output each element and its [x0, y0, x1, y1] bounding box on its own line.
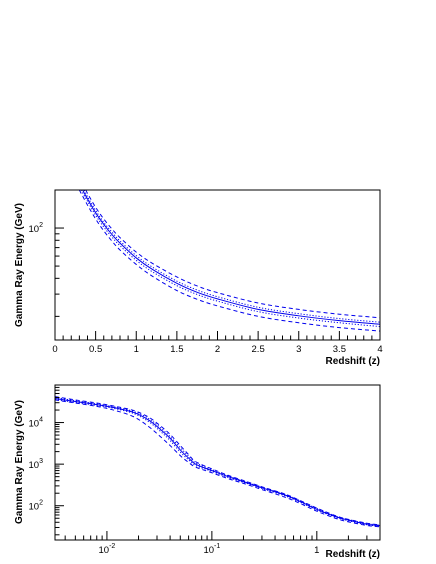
bottom-plot-panel: 10-2 10-1 1 102 103 104 Redshift (z) Gamma Ra…: [14, 384, 381, 560]
series-line-solid: [55, 397, 380, 527]
x-tick-label: 3: [296, 344, 301, 355]
series-line-dotted: [55, 398, 380, 527]
series-line-dashed: [55, 396, 380, 526]
series-line-dotted: [55, 397, 380, 526]
top-axis-ticks: 0 0.5 1 1.5 2 2.5 3 3.5 4 102: [29, 189, 383, 355]
x-tick-label: 10-1: [203, 543, 220, 556]
top-y-axis-title: Gamma Ray Energy (GeV): [14, 203, 25, 327]
x-tick-label: 1: [134, 344, 139, 355]
series-line-solid: [82, 190, 380, 325]
y-tick-label: 102: [29, 500, 44, 513]
series-line-dashed: [55, 399, 380, 528]
x-tick-label: 1.5: [170, 344, 183, 355]
x-tick-label: 10-2: [99, 543, 116, 556]
x-tick-label: 1: [314, 545, 319, 556]
y-tick-label: 102: [29, 222, 44, 235]
y-tick-label: 104: [29, 417, 44, 430]
x-tick-label: 3.5: [333, 344, 346, 355]
series-line-dashed: [78, 190, 380, 332]
series-line-dotted: [80, 190, 380, 328]
x-tick-label: 0: [52, 344, 57, 355]
bottom-curves: [55, 396, 380, 528]
series-line-dashed: [85, 190, 380, 319]
top-x-axis-title: Redshift (z): [326, 356, 380, 367]
x-tick-label: 4: [377, 344, 382, 355]
top-curves: [78, 190, 380, 332]
bottom-y-axis-title: Gamma Ray Energy (GeV): [14, 400, 25, 524]
x-tick-label: 2: [215, 344, 220, 355]
bottom-plot-frame: [54, 384, 381, 541]
top-plot-panel: 0 0.5 1 1.5 2 2.5 3 3.5 4 102 Redshift (z) Gamma …: [14, 189, 383, 367]
series-line-dotted: [83, 190, 380, 323]
bottom-x-axis-title: Redshift (z): [326, 549, 380, 560]
y-tick-label: 103: [29, 458, 44, 471]
bottom-axis-ticks: 10-2 10-1 1 102 103 104: [29, 384, 381, 556]
x-tick-label: 2.5: [252, 344, 265, 355]
x-tick-label: 0.5: [89, 344, 102, 355]
